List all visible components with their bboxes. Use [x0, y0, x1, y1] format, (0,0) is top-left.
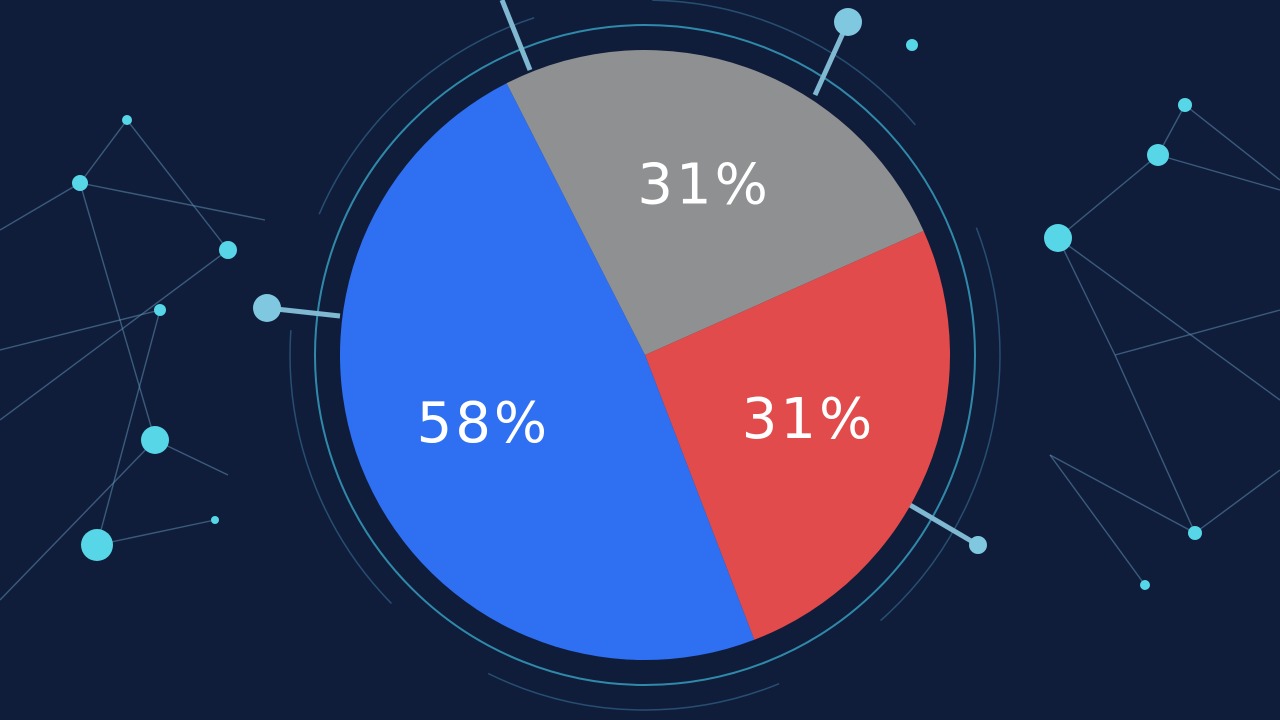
- value-label: 31%: [742, 387, 875, 452]
- value-label: 58%: [417, 391, 550, 456]
- pie-slice: [506, 50, 924, 355]
- value-label: 31%: [637, 152, 770, 217]
- pie-slice: [645, 230, 950, 640]
- network-decoration: [0, 39, 1280, 601]
- ring-decoration: [253, 0, 1001, 711]
- pie-slice: [339, 83, 755, 661]
